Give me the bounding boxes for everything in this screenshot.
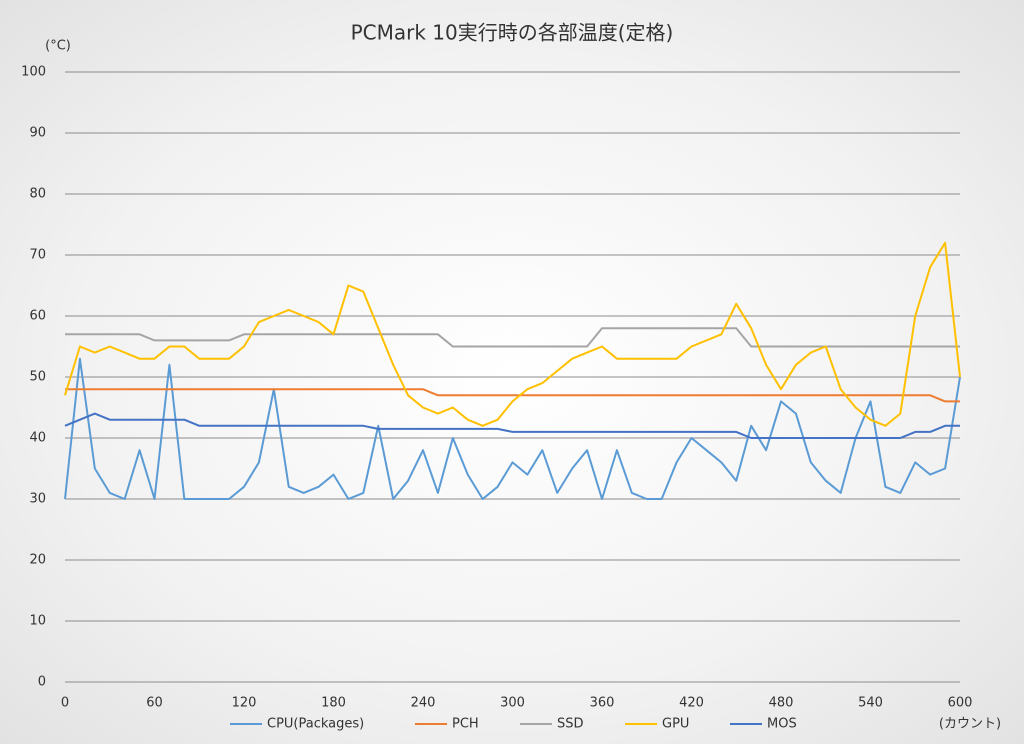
y-tick-label: 20 <box>29 553 46 568</box>
x-tick-label: 540 <box>858 696 883 711</box>
series-line <box>64 357 961 500</box>
x-axis-label: (カウント) <box>939 717 1001 732</box>
y-axis-label: (°C) <box>45 39 71 54</box>
y-tick-label: 30 <box>29 492 46 507</box>
x-tick-label: 420 <box>679 696 704 711</box>
legend-label: CPU(Packages) <box>267 717 364 732</box>
y-tick-label: 10 <box>29 614 46 629</box>
series-line <box>64 412 960 439</box>
y-tick-label: 90 <box>29 126 46 141</box>
x-tick-label: 180 <box>321 696 346 711</box>
legend-label: GPU <box>662 717 689 732</box>
x-tick-label: 120 <box>232 696 257 711</box>
x-tick-label: 600 <box>948 696 973 711</box>
x-tick-label: 0 <box>61 696 69 711</box>
x-tick-label: 360 <box>590 696 615 711</box>
y-tick-label: 100 <box>21 65 46 80</box>
series-line <box>64 241 961 427</box>
x-tick-label: 60 <box>146 696 163 711</box>
y-tick-label: 40 <box>29 431 46 446</box>
y-tick-label: 70 <box>29 248 46 263</box>
legend-label: MOS <box>767 717 797 732</box>
y-tick-label: 60 <box>29 309 46 324</box>
y-tick-label: 50 <box>29 370 46 385</box>
y-tick-label: 80 <box>29 187 46 202</box>
x-tick-label: 300 <box>500 696 525 711</box>
x-tick-label: 480 <box>769 696 794 711</box>
x-tick-label: 240 <box>411 696 436 711</box>
series-line <box>65 388 960 403</box>
legend-label: SSD <box>557 717 584 732</box>
series-line <box>65 327 960 348</box>
legend-label: PCH <box>452 717 479 732</box>
chart-title: PCMark 10実行時の各部温度(定格) <box>351 21 674 45</box>
y-tick-label: 0 <box>38 675 46 690</box>
